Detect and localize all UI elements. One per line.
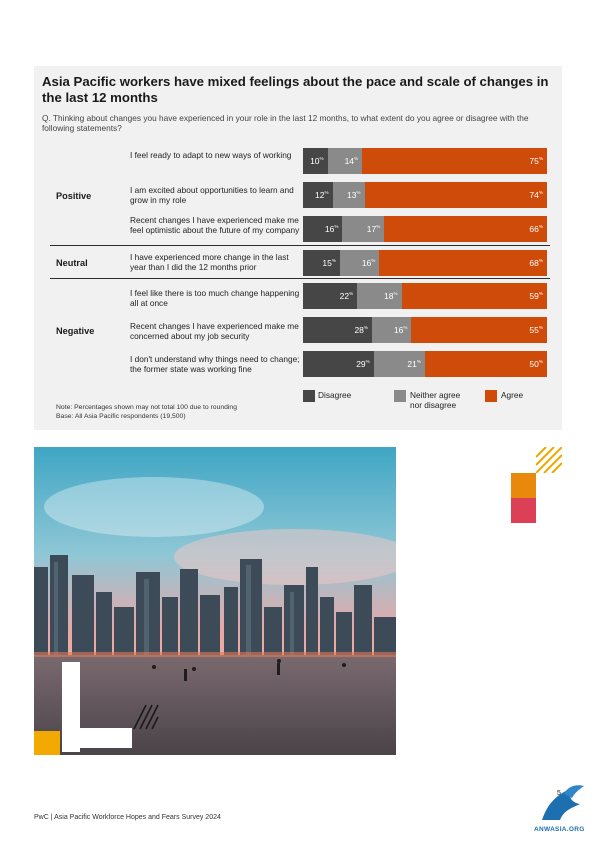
bar-segment-agree: 74% [364,182,547,208]
chart-notes: Note: Percentages shown may not total 10… [56,403,237,421]
data-label: 68% [529,258,543,268]
legend-label-disagree: Disagree [318,390,352,400]
statement-label: Recent changes I have experienced make m… [130,215,300,235]
data-label: 29% [356,359,370,369]
chart-title: Asia Pacific workers have mixed feelings… [42,74,549,105]
data-label: 16% [393,325,408,335]
data-label: 75% [529,156,543,166]
rose-accent-square [511,498,536,523]
bar-segment-neutral: 13% [332,182,365,208]
legend-swatch-disagree [303,390,315,402]
legend-label-agree: Agree [501,390,524,400]
bar-row: 12% 13% 74% [303,182,547,208]
bar-row: 22% 18% 59% [303,283,547,309]
data-label: 74% [529,190,543,200]
group-label-positive: Positive [56,191,92,201]
page-number: 5 [557,790,561,797]
group-divider [50,278,550,279]
data-label: 15% [322,258,336,268]
bar-segment-neutral: 16% [372,317,412,343]
bar-row: 16% 17% 66% [303,216,547,242]
bar-segment-agree: 59% [401,283,547,309]
group-label-negative: Negative [56,326,95,336]
bar-segment-disagree: 10% [303,148,328,174]
group-divider [50,245,550,246]
bar-segment-agree: 75% [362,148,547,174]
data-label: 12% [315,190,329,200]
bar-segment-agree: 55% [411,317,547,343]
data-label: 59% [529,291,543,301]
bar-segment-neutral: 14% [327,148,363,174]
bar-segment-neutral: 17% [342,216,385,242]
chart-subtitle: Q. Thinking about changes you have exper… [42,113,529,133]
data-label: 18% [384,291,398,301]
data-label: 14% [344,156,359,166]
city-skyline-photo [34,447,396,755]
page-footer: PwC | Asia Pacific Workforce Hopes and F… [34,814,221,821]
data-label: 28% [354,325,368,335]
data-label: 50% [529,359,543,369]
bar-segment-disagree: 28% [303,317,372,343]
data-label: 21% [407,359,421,369]
data-label: 17% [366,224,381,234]
statement-label: I have experienced more change in the la… [130,252,289,272]
legend-label-neutral: Neither agree nor disagree [410,390,461,410]
statement-label: I don't understand why things need to ch… [130,354,300,374]
bar-row: 29% 21% 50% [303,351,547,377]
bar-segment-disagree: 16% [303,216,343,242]
bar-segment-agree: 66% [384,216,547,242]
statement-label: I feel ready to adapt to new ways of wor… [130,150,292,160]
bar-segment-neutral: 18% [357,283,402,309]
data-label: 55% [529,325,543,335]
orange-accent-square [511,473,536,498]
bar-row: 15% 16% 68% [303,250,547,276]
legend-swatch-neutral [394,390,406,402]
striped-accent-square [535,446,563,474]
bar-segment-disagree: 22% [303,283,358,309]
bar-row: 28% 16% 55% [303,317,547,343]
group-label-neutral: Neutral [56,258,88,268]
note-rounding: Note: Percentages shown may not total 10… [56,404,237,411]
bar-segment-neutral: 16% [339,250,380,276]
data-label: 16% [324,224,339,234]
watermark-text: ANWASIA.ORG [534,826,585,833]
bar-segment-agree: 68% [379,250,547,276]
bar-segment-agree: 50% [424,351,547,377]
data-label: 10% [310,156,324,166]
data-label: 16% [361,258,376,268]
legend-swatch-agree [485,390,497,402]
data-label: 22% [339,291,354,301]
watermark-logo [534,780,592,832]
bar-segment-disagree: 15% [303,250,340,276]
data-label: 13% [347,190,361,200]
statement-label: I feel like there is too much change hap… [130,288,300,308]
statement-label: Recent changes I have experienced make m… [130,321,299,341]
bar-segment-neutral: 21% [373,351,425,377]
bar-segment-disagree: 29% [303,351,374,377]
note-base: Base: All Asia Pacific respondents (19,5… [56,413,186,420]
data-label: 66% [529,224,543,234]
bar-row: 10% 14% 75% [303,148,547,174]
bar-segment-disagree: 12% [303,182,333,208]
statement-label: I am excited about opportunities to lear… [130,185,294,205]
